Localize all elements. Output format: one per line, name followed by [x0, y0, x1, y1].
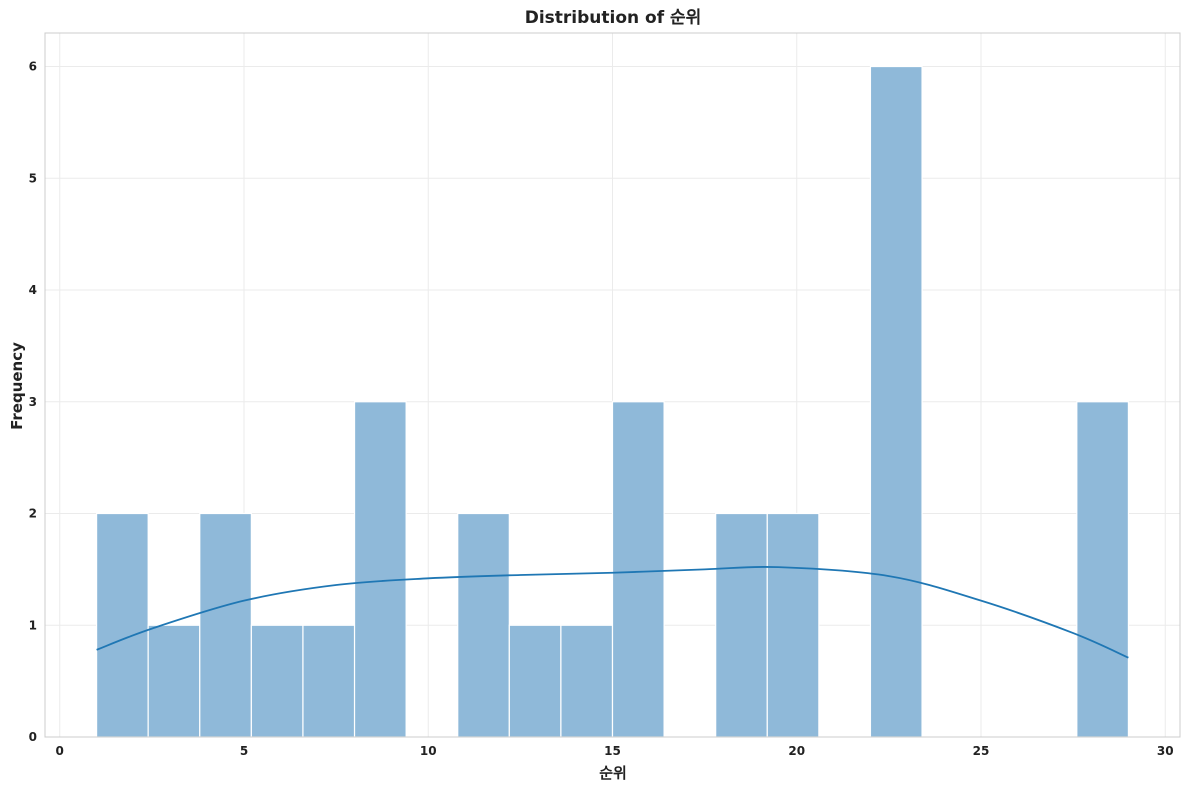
histogram-bar-15	[869, 65, 923, 738]
histogram-bar-10	[611, 401, 665, 738]
y-tick-label-6: 6	[29, 60, 37, 74]
plot-frame	[44, 32, 1181, 738]
histogram-bar-1	[147, 624, 201, 738]
bar-layer	[95, 65, 1130, 738]
histogram-bar-13	[766, 512, 820, 738]
kde-line	[96, 565, 1129, 659]
histogram-bar-12	[715, 512, 768, 738]
x-tick-label-5: 25	[973, 744, 990, 758]
y-tick-label-4: 4	[29, 283, 37, 297]
x-tick-label-0: 0	[56, 744, 64, 758]
x-axis-title: 순위	[599, 764, 627, 782]
y-tick-label-1: 1	[29, 618, 37, 632]
histogram-bar-0	[95, 512, 149, 738]
y-tick-label-2: 2	[29, 507, 37, 521]
y-axis-title: Frequency	[8, 342, 26, 430]
x-tick-label-1: 5	[240, 744, 248, 758]
histogram-bar-19	[1076, 401, 1130, 738]
x-tick-label-4: 20	[788, 744, 805, 758]
y-tick-label-3: 3	[29, 395, 37, 409]
histogram-bar-7	[457, 512, 510, 738]
histogram-bar-9	[560, 624, 614, 738]
histogram-bar-5	[353, 401, 407, 738]
y-tick-label-0: 0	[29, 730, 37, 744]
x-tick-label-3: 15	[604, 744, 621, 758]
histogram-bar-3	[250, 624, 304, 738]
histogram-bar-4	[302, 624, 356, 738]
x-tick-label-6: 30	[1157, 744, 1174, 758]
chart-title: Distribution of 순위	[525, 8, 702, 28]
histogram-bar-2	[199, 512, 252, 738]
y-tick-label-5: 5	[29, 171, 37, 185]
tick-layer: 0 5 10 15 20 25 30 0 1 2 3 4 5 6	[29, 60, 1174, 758]
histogram-bar-8	[508, 624, 562, 738]
x-tick-label-2: 10	[420, 744, 437, 758]
